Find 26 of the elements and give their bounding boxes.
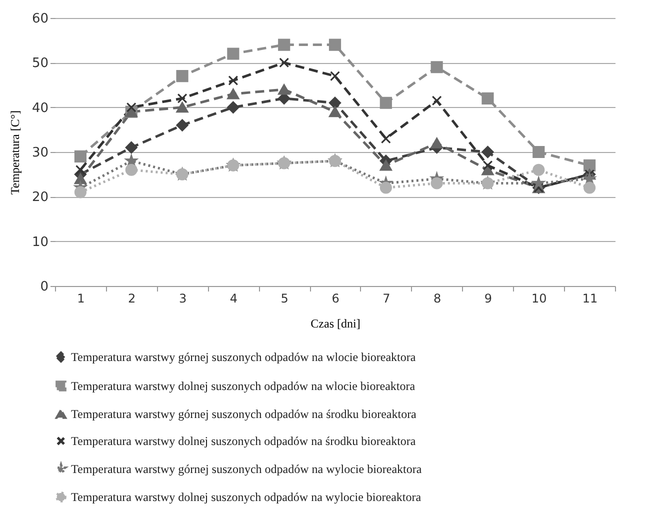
x-tick-label: 11 (582, 292, 598, 306)
x-tick-label: 6 (332, 292, 340, 306)
x-tick-label: 8 (434, 292, 442, 306)
x-tick-label: 4 (230, 292, 238, 306)
legend-label: Temperatura warstwy dolnej suszonych odpadów na środku bioreaktora (71, 434, 416, 448)
y-tick-label: 40 (32, 100, 48, 116)
y-tick-label: 0 (40, 280, 48, 294)
legend-label: Temperatura warstwy dolnej suszonych odpadów na wlocie bioreaktora (71, 379, 416, 393)
y-tick-label: 60 (32, 12, 48, 26)
y-axis-title: Temperatura [C°] (8, 110, 22, 195)
legend-label: Temperatura warstwy górnej suszonych odpadów na wlocie bioreaktora (71, 350, 416, 364)
y-tick-label: 20 (32, 190, 48, 206)
x-tick-label: 1 (77, 292, 85, 306)
y-tick-label: 30 (32, 146, 48, 160)
x-axis-title: Czas [dni] (310, 316, 360, 330)
legend-label: Temperatura warstwy dolnej suszonych odpadów na wylocie bioreaktora (71, 490, 422, 504)
x-tick-label: 9 (484, 292, 492, 306)
x-tick-label: 10 (531, 292, 547, 306)
y-tick-label: 50 (32, 56, 48, 72)
legend-label: Temperatura warstwy górnej suszonych odpadów na środku bioreaktora (71, 407, 418, 421)
y-tick-label: 10 (32, 234, 48, 250)
x-tick-label: 5 (280, 292, 288, 306)
x-tick-label: 2 (128, 292, 136, 306)
legend-label: Temperatura warstwy górnej suszonych odpadów na wylocie bioreaktora (71, 462, 422, 476)
x-tick-label: 3 (178, 292, 187, 306)
x-tick-label: 7 (382, 292, 390, 306)
